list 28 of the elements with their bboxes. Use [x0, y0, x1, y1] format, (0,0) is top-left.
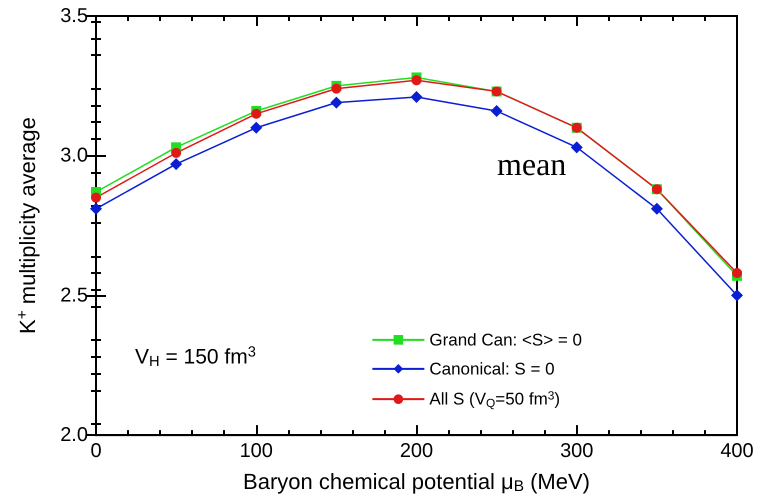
point — [250, 122, 262, 134]
y-axis-title: K+ multiplicity average — [14, 117, 40, 334]
point — [91, 192, 101, 203]
point — [251, 108, 262, 119]
legend-label: Canonical: S = 0 — [429, 359, 555, 378]
y-tick-label: 2.0 — [60, 424, 88, 446]
point — [650, 202, 663, 215]
y-tick-label: 3.0 — [60, 144, 88, 167]
point — [171, 148, 182, 158]
legend-label: Grand Can: <S> = 0 — [429, 330, 582, 350]
x-tick-label: 0 — [90, 440, 102, 462]
y-tick-label: 2.5 — [60, 284, 88, 306]
x-tick-label: 200 — [400, 440, 434, 462]
point — [170, 158, 182, 170]
point — [412, 75, 422, 86]
point — [90, 202, 102, 215]
x-tick-label: 300 — [560, 440, 594, 462]
point — [330, 96, 342, 109]
x-tick-label: 400 — [720, 440, 754, 462]
y-tick-label: 3.5 — [60, 5, 88, 27]
point — [731, 289, 743, 302]
point — [570, 141, 583, 154]
point — [490, 104, 503, 117]
point — [410, 91, 422, 104]
annotation: mean — [497, 146, 566, 182]
point — [331, 84, 342, 94]
x-tick-label: 100 — [240, 440, 273, 462]
point — [732, 268, 742, 278]
